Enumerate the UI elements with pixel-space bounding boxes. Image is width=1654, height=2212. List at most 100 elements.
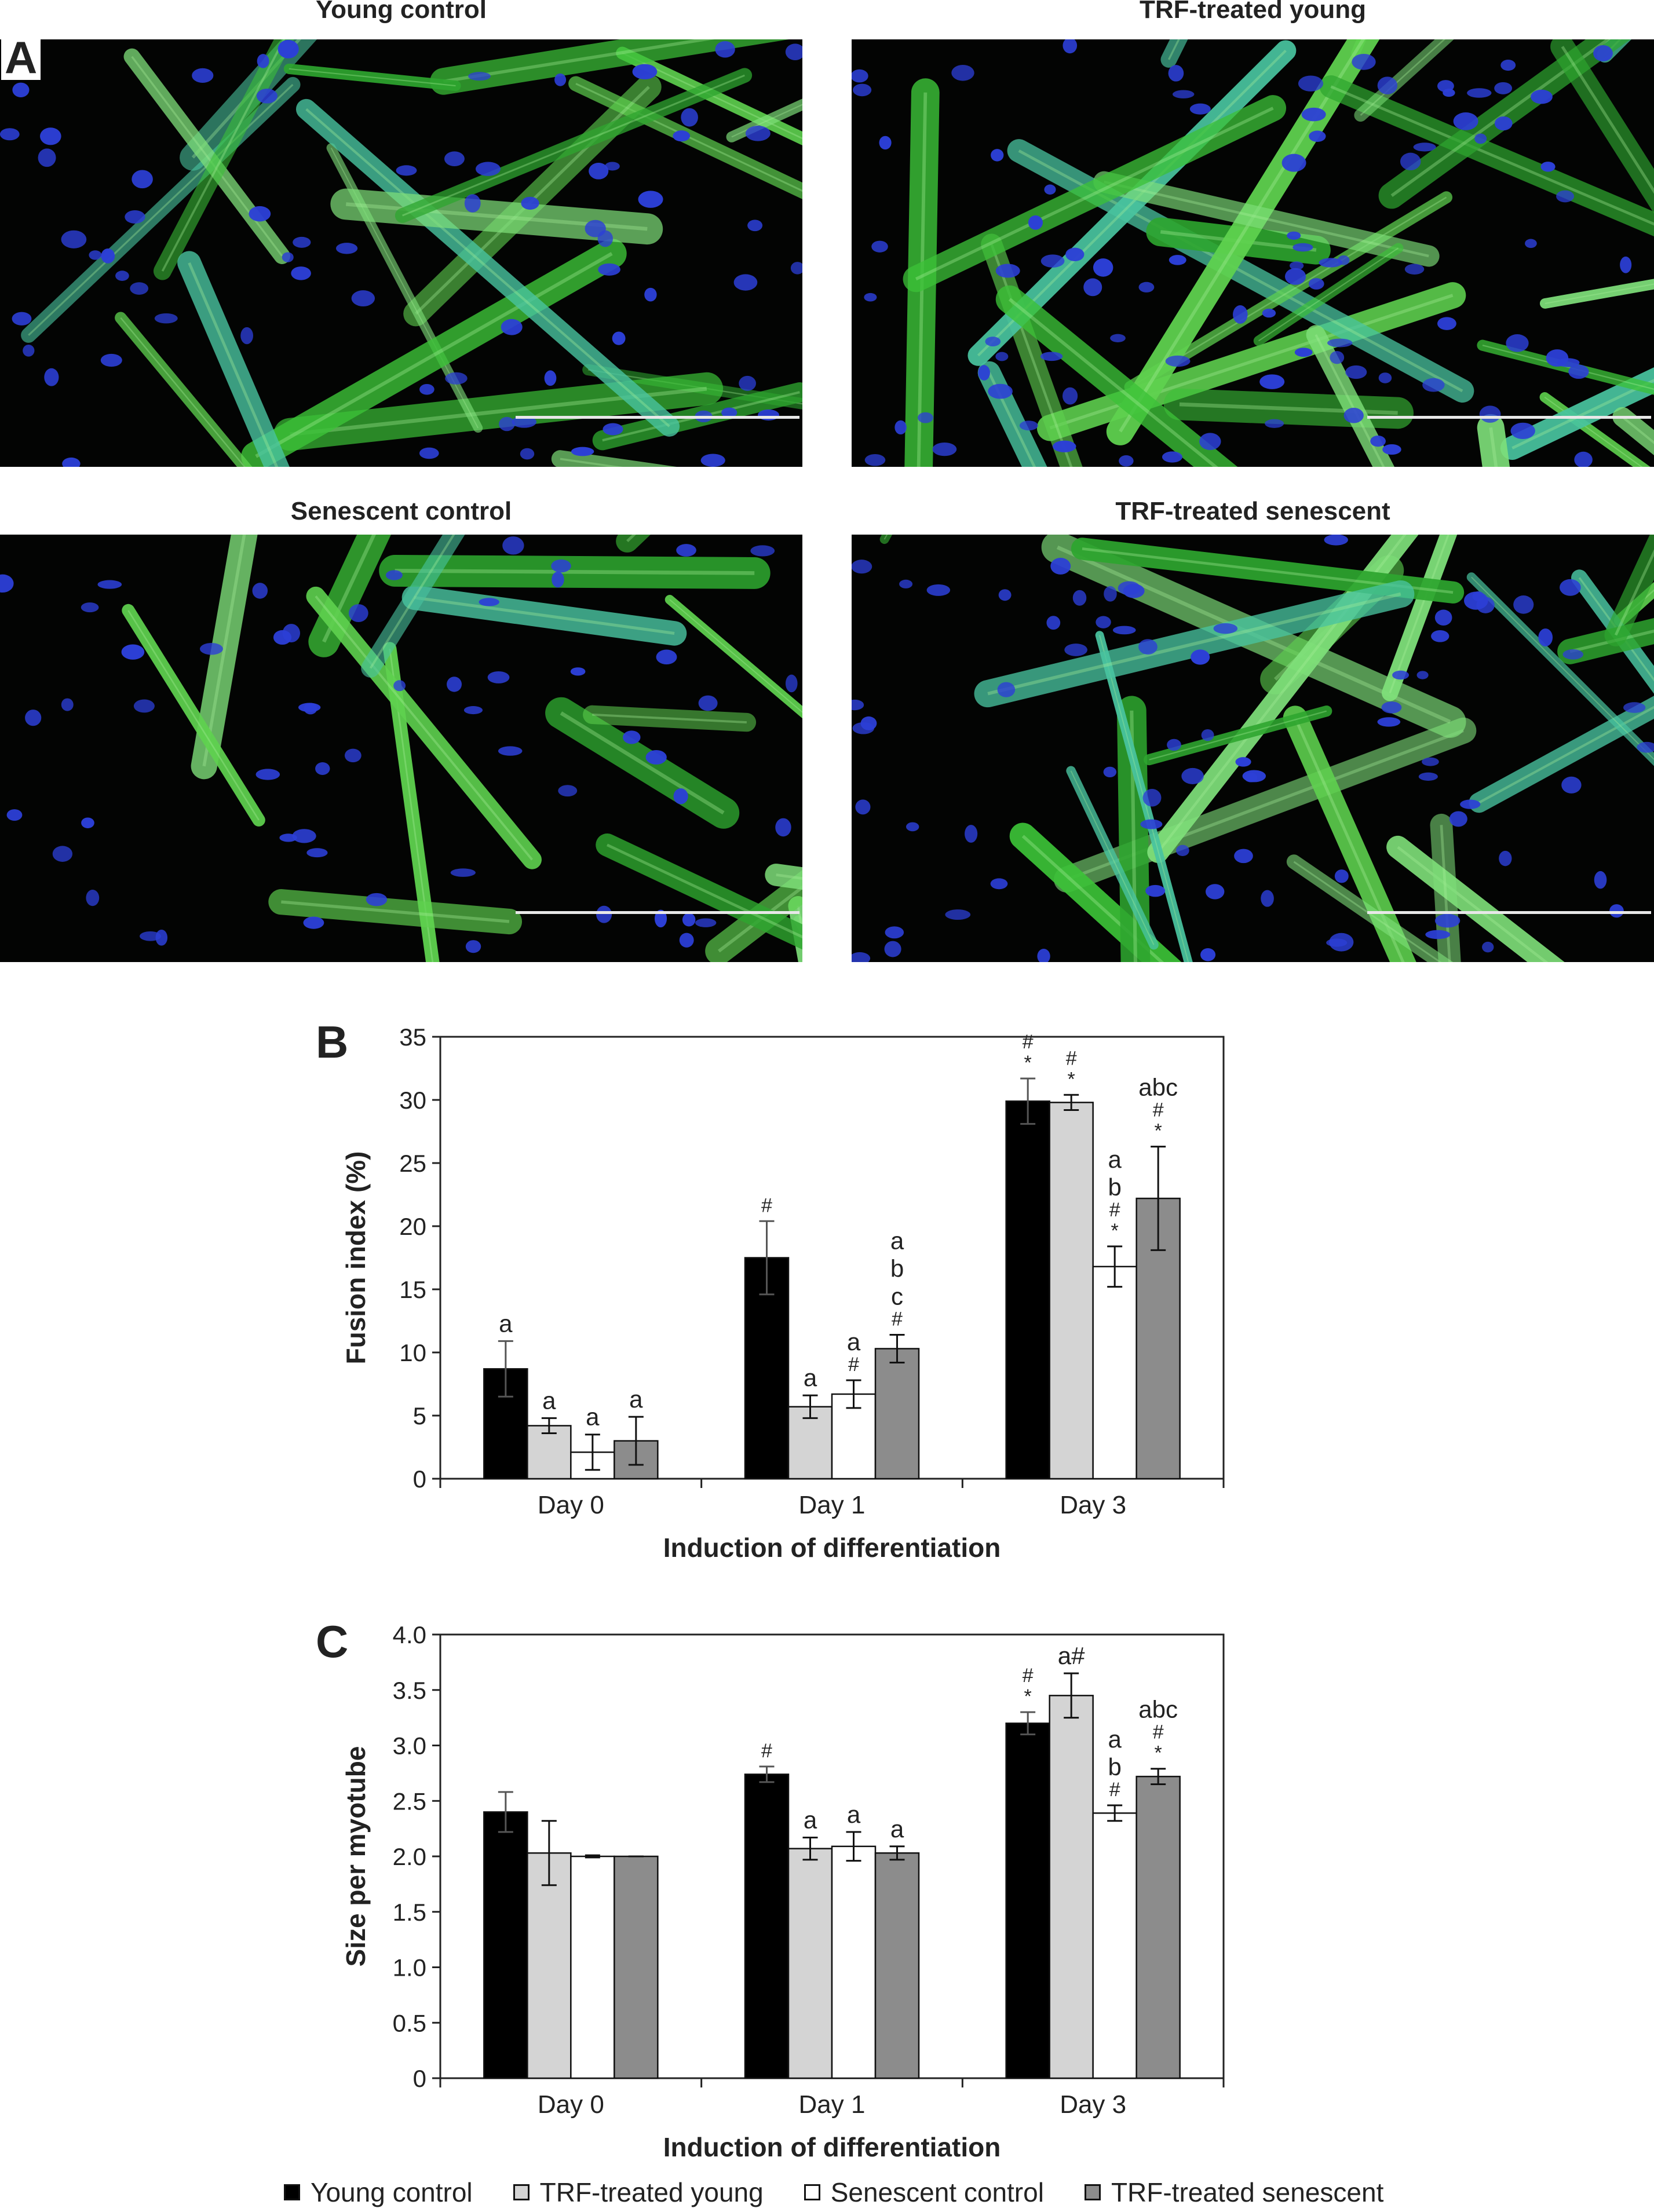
nucleus — [385, 570, 403, 580]
significance-label: * — [1155, 1742, 1162, 1764]
nucleus — [871, 240, 888, 253]
nucleus — [570, 667, 586, 676]
micrograph-title-young-control: Young control — [316, 0, 487, 24]
myotube-fiber — [191, 535, 258, 780]
nucleus — [638, 191, 663, 208]
nucleus — [366, 893, 388, 906]
micrograph-senescent-control — [0, 535, 802, 962]
myotube-striation — [1511, 378, 1654, 449]
nucleus — [1119, 455, 1134, 467]
nucleus — [1431, 630, 1449, 642]
nucleus — [1142, 789, 1162, 807]
myotube-striation — [622, 52, 802, 140]
myotube-striation — [1561, 46, 1654, 194]
significance-label: b — [890, 1255, 904, 1282]
nucleus — [965, 825, 978, 843]
nucleus — [645, 749, 667, 765]
nucleus — [1200, 948, 1216, 961]
myotube-striation — [669, 599, 802, 713]
nucleus — [468, 72, 491, 81]
nucleus — [997, 682, 1016, 697]
nucleus — [282, 252, 294, 262]
nucleus — [1562, 649, 1584, 660]
nucleus — [899, 579, 913, 588]
nucleus — [1637, 741, 1654, 753]
nucleus — [682, 913, 696, 927]
nucleus — [1500, 60, 1516, 71]
nucleus — [44, 368, 59, 386]
myotube-striation — [1104, 180, 1429, 258]
nucleus — [501, 319, 523, 335]
nucleus — [479, 598, 499, 606]
nucleus — [990, 878, 1008, 890]
nucleus — [1377, 717, 1401, 727]
nucleus — [132, 170, 153, 189]
myotube-striation — [1008, 298, 1218, 467]
nucleus — [864, 454, 886, 466]
micrograph-young-control — [0, 39, 802, 467]
nucleus — [998, 589, 1012, 601]
nucleus — [315, 762, 330, 776]
nucleus — [303, 916, 324, 929]
myotube-striation — [281, 900, 510, 923]
nucleus — [115, 270, 129, 281]
nucleus — [62, 457, 81, 467]
nucleus — [257, 54, 269, 68]
nucleus — [917, 412, 933, 423]
nucleus — [1138, 639, 1158, 655]
myotube-fiber — [1093, 171, 1440, 267]
myotube-fiber — [1539, 392, 1651, 467]
nucleus — [988, 383, 1013, 399]
nucleus — [0, 574, 14, 593]
significance-label: a — [542, 1387, 556, 1414]
myotube-fiber — [1557, 617, 1654, 664]
significance-label: # — [1153, 1099, 1164, 1121]
nucleus — [1233, 305, 1248, 324]
nucleus — [1265, 419, 1284, 428]
nucleus — [1259, 374, 1285, 389]
nucleus — [278, 39, 299, 59]
myotube-fiber — [726, 98, 802, 142]
nucleus — [1298, 75, 1324, 92]
nucleus — [1083, 278, 1102, 297]
bar-senescent-control — [831, 1845, 877, 2079]
legend-item-trf-senescent: TRF-treated senescent — [1084, 2177, 1383, 2208]
nucleus — [1062, 387, 1078, 405]
nucleus — [100, 353, 122, 367]
myotube-striation — [255, 252, 613, 458]
y-tick-label: 20 — [399, 1213, 426, 1240]
nucleus — [1434, 913, 1461, 928]
scale-bar — [1367, 911, 1651, 914]
nucleus — [101, 248, 115, 264]
panel-letter-a: A — [1, 35, 41, 80]
nucleus — [1378, 372, 1392, 383]
significance-label: * — [1111, 1220, 1119, 1242]
nucleus — [1538, 628, 1553, 647]
myotube-fiber — [995, 285, 1238, 467]
nucleus — [1199, 433, 1221, 451]
nucleus — [1169, 255, 1186, 265]
myotube-fiber — [115, 312, 253, 467]
myotube-fiber — [974, 580, 1415, 708]
nucleus — [932, 442, 957, 456]
y-tick-label: 5 — [413, 1402, 426, 1429]
significance-label: * — [1068, 1068, 1075, 1090]
nucleus — [1561, 776, 1582, 794]
nucleus — [644, 287, 657, 302]
nucleus — [1189, 103, 1211, 115]
significance-label: * — [1024, 1685, 1032, 1708]
legend-label-young-control: Young control — [311, 2177, 473, 2207]
nucleus — [1284, 268, 1306, 285]
nucleus — [1525, 239, 1537, 248]
myotube-striation — [395, 569, 755, 575]
y-tick-label: 2.5 — [393, 1787, 426, 1815]
myotube-striation — [1614, 549, 1654, 636]
nucleus — [1418, 772, 1438, 781]
nucleus — [81, 817, 94, 828]
bar-trf-young — [787, 1848, 833, 2079]
nucleus — [0, 128, 20, 141]
nucleus — [995, 264, 1020, 278]
nucleus — [293, 236, 311, 248]
nucleus — [864, 293, 877, 302]
myotube-striation — [127, 610, 260, 821]
